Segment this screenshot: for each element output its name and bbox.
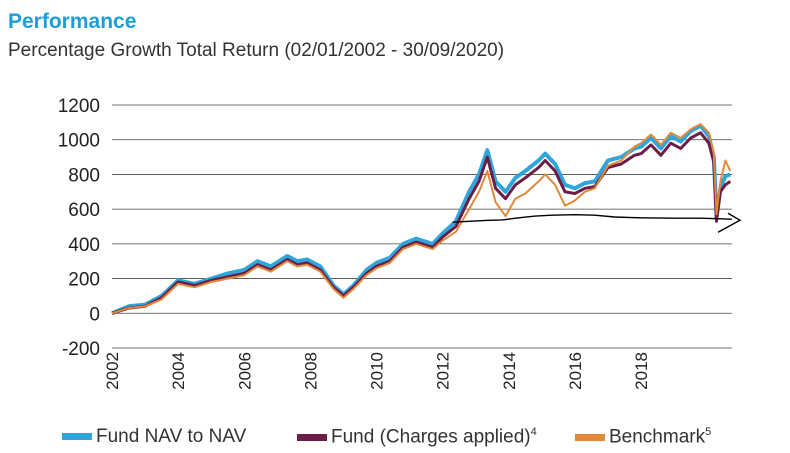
y-tick-label: -200 bbox=[62, 339, 100, 360]
y-tick-label: 200 bbox=[68, 270, 100, 291]
legend-footnote-charges: 4 bbox=[530, 426, 537, 438]
y-tick-label: 1200 bbox=[58, 96, 100, 117]
legend-swatch-nav bbox=[62, 433, 92, 441]
legend-label-benchmark: Benchmark bbox=[609, 426, 706, 448]
series-line-nav bbox=[111, 123, 731, 316]
y-tick-label: 1000 bbox=[58, 131, 100, 152]
legend-item-charges: Fund (Charges applied)4 bbox=[297, 426, 537, 448]
legend-swatch-benchmark bbox=[575, 433, 605, 441]
legend-item-nav: Fund NAV to NAV bbox=[62, 426, 246, 448]
x-tick-label: 2004 bbox=[169, 352, 188, 390]
legend-label-nav: Fund NAV to NAV bbox=[96, 426, 247, 447]
page-title: Performance bbox=[8, 10, 137, 33]
series-lines bbox=[111, 123, 732, 316]
y-axis-ticks: -200 0 200 400 600 800 1000 1200 bbox=[58, 96, 100, 360]
x-tick-label: 2016 bbox=[566, 352, 585, 390]
legend-footnote-benchmark: 5 bbox=[705, 426, 712, 438]
legend-item-benchmark: Benchmark5 bbox=[575, 426, 711, 448]
x-tick-label: 2012 bbox=[434, 352, 453, 390]
series-line-benchmark bbox=[111, 123, 732, 315]
legend-label-charges: Fund (Charges applied) bbox=[331, 426, 531, 448]
x-tick-label: 2018 bbox=[632, 352, 651, 390]
series-line-charges bbox=[111, 131, 732, 315]
annotation-arrowhead bbox=[717, 212, 742, 233]
y-tick-label: 400 bbox=[68, 235, 100, 256]
x-tick-label: 2008 bbox=[301, 352, 320, 390]
chart-subtitle: Percentage Growth Total Return (02/01/20… bbox=[8, 40, 505, 61]
x-tick-label: 2006 bbox=[235, 352, 254, 390]
x-tick-label: 2010 bbox=[368, 352, 387, 390]
x-tick-label: 2002 bbox=[103, 352, 122, 390]
x-axis-ticks: 2002 2004 2006 2008 2010 2012 2014 2016 2018 bbox=[103, 352, 651, 390]
annotation-line bbox=[452, 213, 733, 223]
y-tick-label: 600 bbox=[68, 200, 100, 221]
y-tick-label: 0 bbox=[89, 304, 100, 325]
legend-swatch-charges bbox=[297, 433, 327, 441]
x-tick-label: 2014 bbox=[500, 352, 519, 390]
trend-annotation bbox=[452, 212, 742, 233]
grid-lines bbox=[112, 104, 732, 349]
y-tick-label: 800 bbox=[68, 165, 100, 186]
